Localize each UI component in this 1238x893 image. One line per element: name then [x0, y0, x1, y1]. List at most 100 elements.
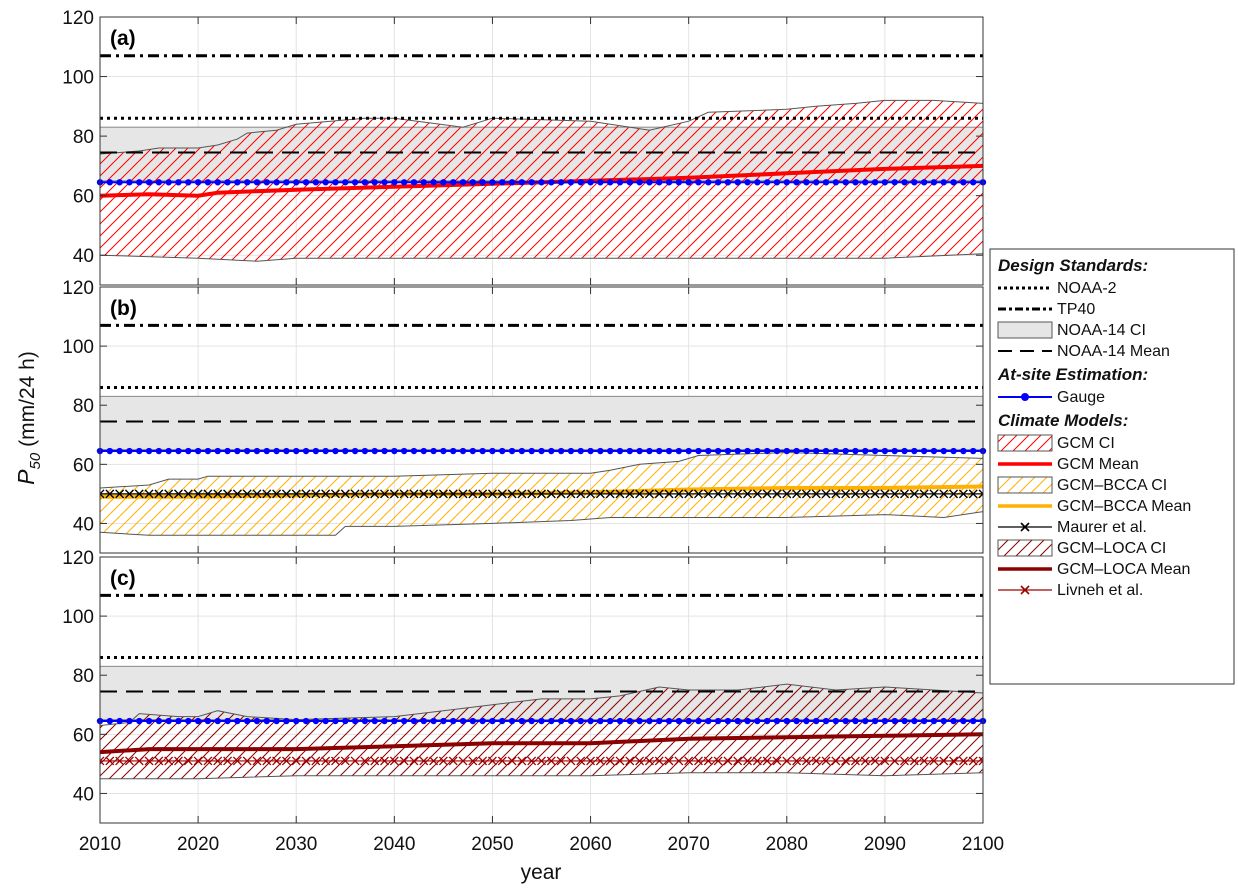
- obs-marker: [664, 489, 674, 499]
- obs-marker: [635, 489, 645, 499]
- gauge-marker: [185, 717, 192, 725]
- obs-marker: [792, 756, 802, 766]
- gauge-marker: [302, 179, 310, 186]
- gauge-marker: [518, 717, 526, 725]
- ci-band-outline: [100, 99, 983, 262]
- legend-item-gcm-mean: GCM Mean: [998, 456, 1139, 473]
- gauge-marker: [567, 447, 575, 455]
- gauge-marker: [577, 179, 584, 186]
- y-tick-label: 80: [73, 396, 94, 417]
- gauge-marker: [606, 447, 614, 455]
- gauge-marker: [626, 179, 633, 186]
- legend-item-gcm-bcca-mean: GCM–BCCA Mean: [998, 498, 1191, 515]
- gauge-marker: [332, 179, 339, 186]
- obs-marker: [331, 489, 340, 499]
- gauge-marker: [940, 717, 947, 725]
- gauge-marker: [891, 447, 898, 455]
- y-tick-label: 120: [62, 8, 94, 29]
- panel-tag-c: (c): [110, 567, 136, 590]
- y-tick-label: 100: [62, 68, 94, 89]
- obs-marker: [615, 489, 625, 499]
- obs-marker: [939, 489, 949, 499]
- gauge-marker: [145, 179, 153, 186]
- gauge-marker: [675, 179, 683, 186]
- gauge-marker: [106, 447, 114, 455]
- legend-heading-at-site-estimation: At-site Estimation:: [997, 365, 1148, 384]
- obs-marker: [350, 756, 360, 766]
- gauge-marker: [312, 447, 320, 455]
- gauge-marker: [126, 447, 133, 455]
- obs-marker: [566, 756, 576, 766]
- gauge-marker: [754, 179, 761, 186]
- obs-marker: [644, 756, 654, 766]
- obs-marker: [605, 756, 615, 766]
- gauge-marker: [283, 447, 290, 455]
- gauge-marker: [450, 179, 457, 186]
- gauge-marker: [361, 179, 369, 186]
- obs-marker: [890, 756, 900, 766]
- plots-layer: 40 60 80 100 120 (a) 40 60 80 100 120 (b) 40 60 80 100 1…: [62, 8, 1004, 855]
- gauge-marker: [391, 447, 398, 455]
- obs-marker: [164, 756, 174, 766]
- obs-marker: [478, 756, 488, 766]
- gauge-marker: [342, 179, 349, 186]
- legend-label: Maurer et al.: [1057, 519, 1147, 536]
- gauge-marker: [871, 179, 879, 186]
- obs-marker: [968, 756, 978, 766]
- legend-swatch-marker: [1020, 522, 1030, 532]
- obs-marker: [340, 489, 350, 499]
- legend-label: GCM–BCCA Mean: [1057, 498, 1191, 515]
- gauge-marker: [930, 717, 938, 725]
- gauge-marker: [136, 179, 143, 186]
- gauge-marker: [714, 179, 722, 186]
- gauge-marker: [734, 179, 741, 186]
- gauge-marker: [479, 447, 486, 455]
- obs-marker: [183, 489, 193, 499]
- obs-marker: [340, 756, 350, 766]
- y-tick-label: 100: [62, 337, 94, 358]
- gauge-marker: [646, 447, 653, 455]
- gauge-marker: [165, 717, 172, 725]
- y-axis-title-symbol: P: [13, 469, 39, 485]
- gauge-marker: [518, 179, 526, 186]
- gauge-marker: [597, 447, 604, 455]
- gauge-marker: [273, 447, 280, 455]
- gauge-marker: [499, 179, 506, 186]
- gauge-marker: [744, 717, 751, 725]
- legend-item-gcm-bcca-ci: GCM–BCCA CI: [997, 476, 1167, 494]
- obs-marker: [556, 756, 566, 766]
- obs-marker: [144, 489, 154, 499]
- obs-marker: [929, 756, 939, 766]
- gauge-marker: [557, 447, 565, 455]
- gauge-marker: [204, 179, 212, 186]
- legend-item-gcm-ci: GCM CI: [997, 434, 1115, 452]
- gauge-marker: [793, 179, 800, 186]
- legend-heading-design-standards: Design Standards:: [998, 256, 1148, 275]
- obs-marker: [487, 756, 497, 766]
- obs-marker: [625, 489, 635, 499]
- obs-marker: [321, 756, 331, 766]
- gauge-marker: [420, 717, 427, 725]
- gauge-marker: [646, 179, 653, 186]
- legend-item-noaa-2: NOAA-2: [998, 280, 1117, 297]
- obs-marker: [331, 756, 340, 766]
- gauge-marker: [224, 179, 231, 186]
- obs-marker: [703, 756, 713, 766]
- obs-marker: [350, 489, 360, 499]
- gauge-marker: [234, 717, 241, 725]
- gauge-marker: [705, 179, 712, 186]
- gauge-marker: [852, 717, 859, 725]
- legend-swatch-marker: [1020, 585, 1030, 595]
- gauge-marker: [862, 447, 869, 455]
- noaa14-ci-band: [100, 395, 983, 451]
- obs-marker: [281, 756, 291, 766]
- gauge-marker: [528, 447, 535, 455]
- gauge-marker: [724, 717, 732, 725]
- gauge-marker: [842, 179, 849, 186]
- gauge-marker: [155, 447, 163, 455]
- obs-marker: [223, 756, 233, 766]
- gauge-marker: [243, 179, 251, 186]
- obs-marker: [438, 489, 448, 499]
